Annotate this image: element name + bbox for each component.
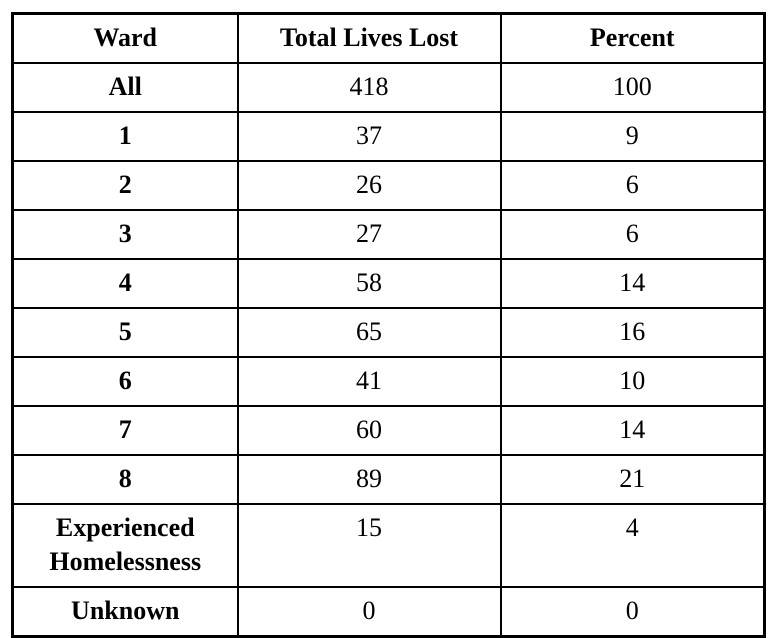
percent-cell: 14 <box>499 405 766 456</box>
table-row: 5 65 16 <box>11 307 766 358</box>
total-cell: 58 <box>236 258 502 309</box>
total-cell: 41 <box>236 356 502 407</box>
col-header-percent: Percent <box>499 12 766 64</box>
total-cell: 0 <box>236 586 502 638</box>
col-header-ward: Ward <box>11 12 239 64</box>
ward-lives-lost-table: Ward Total Lives Lost Percent All 418 100 1… <box>11 12 766 638</box>
total-cell: 89 <box>236 454 502 505</box>
table-row: 3 27 6 <box>11 209 766 260</box>
total-cell: 60 <box>236 405 502 456</box>
table-row: 6 41 10 <box>11 356 766 407</box>
ward-cell: Experienced Homelessness <box>11 503 239 588</box>
table-row: Experienced Homelessness 15 4 <box>11 503 766 588</box>
total-cell: 418 <box>236 62 502 113</box>
total-cell: 37 <box>236 111 502 162</box>
document-table-container: Ward Total Lives Lost Percent All 418 100 1… <box>11 12 766 638</box>
total-cell: 27 <box>236 209 502 260</box>
percent-cell: 16 <box>499 307 766 358</box>
table-row: 7 60 14 <box>11 405 766 456</box>
percent-cell: 6 <box>499 209 766 260</box>
ward-cell: All <box>11 62 239 113</box>
total-cell: 15 <box>236 503 502 588</box>
percent-cell: 21 <box>499 454 766 505</box>
header-row: Ward Total Lives Lost Percent <box>11 12 766 64</box>
ward-cell: 6 <box>11 356 239 407</box>
col-header-total-lives-lost: Total Lives Lost <box>236 12 502 64</box>
table-row: 2 26 6 <box>11 160 766 211</box>
table-row: All 418 100 <box>11 62 766 113</box>
percent-cell: 14 <box>499 258 766 309</box>
ward-cell: 1 <box>11 111 239 162</box>
table-row: 1 37 9 <box>11 111 766 162</box>
percent-cell: 10 <box>499 356 766 407</box>
percent-cell: 0 <box>499 586 766 638</box>
ward-cell: 7 <box>11 405 239 456</box>
ward-cell: 2 <box>11 160 239 211</box>
ward-cell: Unknown <box>11 586 239 638</box>
percent-cell: 100 <box>499 62 766 113</box>
total-cell: 65 <box>236 307 502 358</box>
ward-cell: 5 <box>11 307 239 358</box>
table-row: 8 89 21 <box>11 454 766 505</box>
ward-cell: 8 <box>11 454 239 505</box>
table-row: Unknown 0 0 <box>11 586 766 638</box>
percent-cell: 6 <box>499 160 766 211</box>
percent-cell: 4 <box>499 503 766 588</box>
ward-cell: 4 <box>11 258 239 309</box>
table-row: 4 58 14 <box>11 258 766 309</box>
percent-cell: 9 <box>499 111 766 162</box>
ward-cell: 3 <box>11 209 239 260</box>
total-cell: 26 <box>236 160 502 211</box>
